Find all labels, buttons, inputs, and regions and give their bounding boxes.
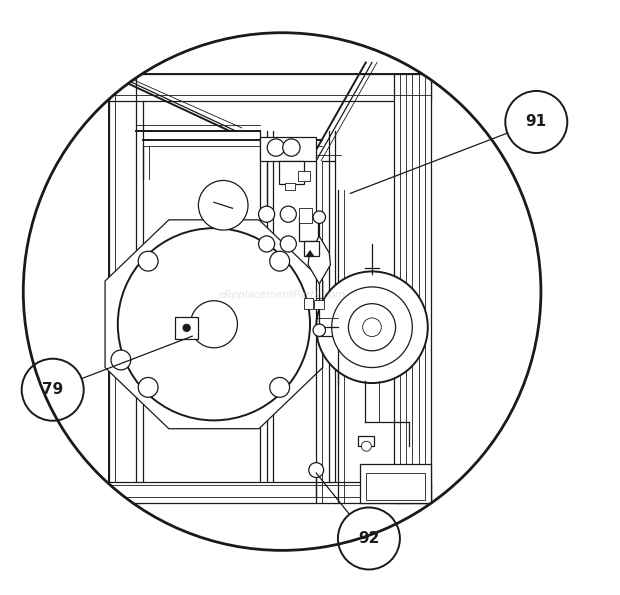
Text: 92: 92 — [358, 531, 379, 546]
Bar — [360, 464, 431, 503]
Circle shape — [316, 271, 428, 383]
Bar — [175, 317, 198, 339]
Circle shape — [138, 251, 158, 271]
Circle shape — [348, 303, 396, 351]
Circle shape — [283, 139, 300, 156]
Text: eReplacementParts.com: eReplacementParts.com — [218, 290, 346, 299]
Circle shape — [270, 377, 290, 397]
Bar — [108, 74, 431, 101]
Circle shape — [309, 462, 324, 478]
Bar — [108, 74, 431, 503]
Circle shape — [505, 91, 567, 153]
Circle shape — [22, 359, 84, 421]
Bar — [108, 482, 431, 503]
Circle shape — [363, 318, 381, 337]
Circle shape — [280, 236, 296, 252]
Bar — [108, 485, 431, 497]
Circle shape — [332, 287, 412, 368]
Circle shape — [280, 206, 296, 223]
Circle shape — [118, 228, 310, 421]
Circle shape — [111, 350, 131, 370]
Bar — [299, 208, 312, 223]
Circle shape — [267, 139, 285, 156]
Circle shape — [313, 211, 326, 223]
Circle shape — [259, 236, 275, 252]
Circle shape — [183, 324, 190, 331]
Polygon shape — [308, 236, 330, 284]
Bar — [299, 217, 318, 241]
Circle shape — [361, 441, 371, 451]
Circle shape — [270, 251, 290, 271]
Circle shape — [338, 508, 400, 569]
Bar — [108, 74, 143, 503]
Text: 79: 79 — [42, 382, 63, 397]
Bar — [394, 74, 431, 503]
Bar — [260, 137, 316, 161]
Bar — [304, 241, 319, 256]
Polygon shape — [105, 220, 323, 429]
Circle shape — [198, 180, 248, 230]
Bar — [304, 298, 313, 309]
Bar — [358, 436, 374, 446]
Bar — [279, 161, 304, 184]
Circle shape — [138, 377, 158, 397]
Circle shape — [313, 324, 326, 336]
Bar — [366, 473, 425, 500]
Bar — [285, 183, 294, 190]
Circle shape — [259, 206, 275, 223]
Polygon shape — [305, 250, 315, 257]
Circle shape — [190, 300, 237, 348]
Text: 91: 91 — [526, 114, 547, 130]
Bar — [314, 300, 324, 309]
Bar — [298, 171, 310, 181]
